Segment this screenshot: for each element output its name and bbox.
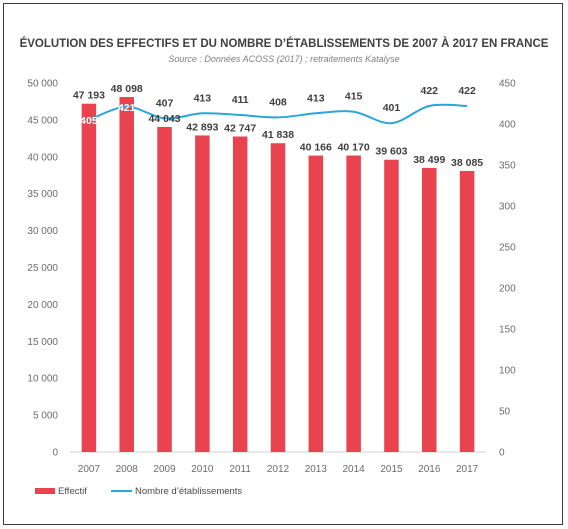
bar — [119, 97, 134, 453]
bar-value-label: 41 838 — [262, 129, 294, 141]
left-tick-label: 50 000 — [27, 79, 58, 90]
line-value-label: 413 — [194, 92, 212, 104]
right-tick-label: 300 — [499, 202, 516, 213]
bar-value-label: 48 098 — [111, 83, 143, 95]
legend-label-effectif: Effectif — [58, 486, 87, 497]
x-tick-label: 2015 — [380, 464, 403, 475]
x-tick-label: 2011 — [229, 464, 251, 475]
line-value-label: 422 — [421, 85, 439, 97]
x-axis: 2007 2008 2009 2010 2011 2012 2013 2014 2015 2016… — [78, 464, 479, 475]
bar-series — [81, 97, 475, 453]
line-value-label: 415 — [345, 91, 363, 103]
right-tick-label: 400 — [499, 120, 516, 131]
x-tick-label: 2014 — [343, 464, 366, 475]
right-tick-label: 250 — [499, 243, 516, 254]
line-series-establishments — [88, 103, 468, 125]
x-tick-label: 2016 — [418, 464, 441, 475]
left-tick-label: 45 000 — [27, 115, 58, 126]
line-data-labels: 405 421 407 413 411 408 413 415 401 422 422 — [80, 85, 476, 127]
left-tick-label: 30 000 — [27, 226, 58, 237]
bar — [308, 155, 324, 452]
bar — [384, 159, 399, 452]
chart-title: ÉVOLUTION DES EFFECTIFS ET DU NOMBRE D’É… — [20, 37, 549, 50]
left-tick-label: 35 000 — [27, 189, 58, 200]
bar-value-label: 38 085 — [451, 157, 483, 169]
bar — [157, 126, 172, 453]
bar-value-label: 44 043 — [148, 113, 180, 125]
left-tick-label: 40 000 — [27, 152, 58, 163]
bar — [232, 136, 248, 452]
bar — [459, 170, 475, 453]
line-value-label: 411 — [232, 94, 249, 106]
left-tick-label: 0 — [52, 448, 58, 459]
bar-value-label: 38 499 — [413, 154, 445, 166]
chart-subtitle: Source : Données ACOSS (2017) ; retraite… — [168, 54, 399, 64]
bar — [346, 155, 361, 452]
x-tick-label: 2008 — [116, 464, 139, 475]
left-tick-label: 20 000 — [27, 300, 58, 311]
legend: Effectif Nombre d’établissements — [35, 486, 242, 497]
bar — [195, 135, 210, 453]
bar — [422, 167, 437, 452]
right-tick-label: 200 — [499, 284, 516, 295]
x-tick-label: 2017 — [456, 464, 479, 475]
line-value-label: 408 — [269, 96, 287, 108]
left-tick-label: 10 000 — [27, 374, 58, 385]
bar-value-label: 40 170 — [338, 142, 370, 154]
right-tick-label: 350 — [499, 161, 516, 172]
bar-value-label: 42 747 — [224, 123, 256, 135]
left-tick-label: 15 000 — [27, 337, 58, 348]
left-tick-label: 5 000 — [33, 411, 58, 422]
bar — [270, 143, 286, 452]
line-value-label: 421 — [118, 102, 136, 114]
bar-value-label: 40 166 — [300, 142, 332, 154]
x-tick-label: 2009 — [153, 464, 176, 475]
chart: ÉVOLUTION DES EFFECTIFS ET DU NOMBRE D’É… — [20, 37, 549, 497]
left-axis: 0 5 000 10 000 15 000 20 000 25 000 30 000 35 0… — [27, 79, 58, 459]
bar — [81, 103, 97, 452]
line-value-label: 413 — [307, 92, 325, 104]
legend-swatch-effectif — [35, 488, 55, 494]
line-value-label: 401 — [383, 102, 401, 114]
right-tick-label: 450 — [499, 79, 516, 90]
bar-data-labels: 47 193 48 098 44 043 42 893 42 747 41 838 40 1… — [73, 83, 483, 169]
x-tick-label: 2013 — [305, 464, 328, 475]
line-value-label: 422 — [458, 85, 476, 97]
bar-value-label: 39 603 — [375, 146, 407, 158]
legend-label-establishments: Nombre d’établissements — [135, 486, 242, 497]
right-axis: 0 50 100 150 200 250 300 350 400 450 — [499, 79, 516, 459]
right-tick-label: 100 — [499, 366, 516, 377]
bar-value-label: 47 193 — [73, 90, 105, 102]
right-tick-label: 0 — [499, 448, 505, 459]
x-tick-label: 2007 — [78, 464, 101, 475]
right-tick-label: 50 — [499, 407, 511, 418]
chart-frame: ÉVOLUTION DES EFFECTIFS ET DU NOMBRE D’É… — [3, 3, 563, 525]
x-tick-label: 2012 — [267, 464, 290, 475]
line-value-label: 405 — [80, 115, 98, 127]
right-tick-label: 150 — [499, 325, 516, 336]
line-value-label: 407 — [156, 97, 174, 109]
x-tick-label: 2010 — [191, 464, 214, 475]
bar-value-label: 42 893 — [186, 121, 218, 133]
left-tick-label: 25 000 — [27, 263, 58, 274]
